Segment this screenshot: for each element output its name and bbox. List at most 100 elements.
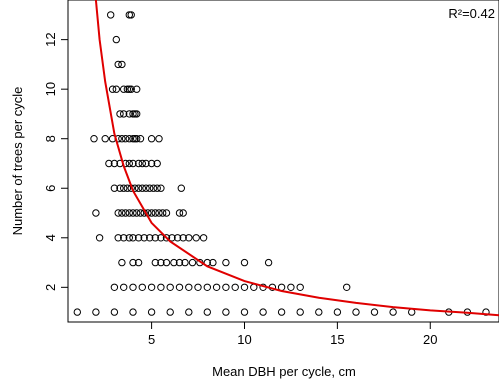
- data-point: [155, 209, 163, 217]
- data-point: [120, 110, 128, 118]
- data-point: [110, 159, 119, 168]
- data-point: [157, 234, 165, 242]
- x-tick-label: 10: [237, 332, 251, 347]
- data-point: [175, 283, 184, 291]
- data-point: [287, 283, 295, 291]
- data-point: [199, 234, 208, 242]
- data-point: [129, 234, 137, 242]
- y-axis-title: Number of trees per cycle: [10, 87, 25, 236]
- data-point: [110, 308, 119, 316]
- plot-frame: [67, 0, 499, 323]
- data-point: [120, 283, 128, 291]
- data-point: [296, 283, 304, 291]
- data-point: [120, 234, 128, 242]
- data-point: [277, 308, 286, 316]
- x-axis-ticks: 5 10 15 20: [148, 322, 437, 347]
- data-point: [133, 135, 141, 143]
- data-point: [149, 184, 158, 192]
- data-point: [108, 85, 117, 93]
- data-point: [296, 308, 304, 316]
- data-point: [259, 308, 267, 316]
- data-point: [107, 11, 115, 19]
- data-point: [153, 184, 161, 192]
- data-point: [315, 308, 323, 316]
- data-point: [116, 184, 124, 192]
- fit-curve: [94, 0, 499, 317]
- data-point: [203, 283, 212, 291]
- data-point: [240, 258, 249, 267]
- y-tick-label: 6: [43, 185, 58, 192]
- data-point: [147, 159, 156, 168]
- data-point: [129, 159, 137, 168]
- data-point: [129, 110, 137, 118]
- data-point: [185, 308, 193, 316]
- data-point: [125, 159, 134, 168]
- data-point: [188, 258, 197, 267]
- data-point: [118, 60, 126, 69]
- data-point: [129, 135, 137, 143]
- data-point: [157, 184, 165, 192]
- data-point: [222, 283, 230, 291]
- data-point: [157, 283, 165, 291]
- y-axis-ticks: 2 4 6 8 10 12: [43, 32, 68, 291]
- data-point: [352, 308, 360, 316]
- data-point: [170, 258, 178, 267]
- data-point: [209, 258, 217, 267]
- data-point: [134, 159, 143, 168]
- y-tick-label: 4: [43, 234, 58, 241]
- data-point: [138, 159, 147, 168]
- data-point: [125, 11, 134, 19]
- data-point: [92, 308, 100, 316]
- data-point: [101, 135, 109, 143]
- data-point: [168, 234, 176, 242]
- data-point: [118, 209, 126, 217]
- data-point: [142, 159, 150, 168]
- data-point: [112, 35, 121, 44]
- data-point: [166, 283, 174, 291]
- data-point: [92, 209, 100, 217]
- data-point: [177, 184, 186, 192]
- data-point: [389, 308, 397, 316]
- x-tick-label: 5: [148, 332, 155, 347]
- data-point: [203, 308, 212, 316]
- data-point: [142, 184, 150, 192]
- data-point: [125, 110, 134, 118]
- y-tick-label: 12: [43, 32, 58, 46]
- r-squared-annotation: R²=0.42: [448, 6, 495, 21]
- data-point: [118, 135, 126, 143]
- data-point: [482, 308, 490, 316]
- data-point: [129, 283, 137, 291]
- data-point: [153, 159, 161, 168]
- data-point: [212, 283, 221, 291]
- data-point: [125, 135, 134, 143]
- data-point: [114, 209, 122, 217]
- data-point: [123, 184, 132, 192]
- data-point: [147, 283, 156, 291]
- data-point: [146, 234, 154, 242]
- data-point: [140, 234, 148, 242]
- data-point: [147, 135, 156, 143]
- data-point: [162, 234, 171, 242]
- data-point: [194, 283, 202, 291]
- data-point: [133, 85, 141, 93]
- data-point: [134, 184, 143, 192]
- data-point: [231, 283, 239, 291]
- y-tick-label: 8: [43, 135, 58, 142]
- x-tick-label: 20: [423, 332, 437, 347]
- data-point: [123, 85, 132, 93]
- data-point: [129, 308, 137, 316]
- data-point: [120, 85, 128, 93]
- data-point: [110, 283, 119, 291]
- y-tick-label: 10: [43, 82, 58, 96]
- data-point: [185, 283, 193, 291]
- data-point: [179, 209, 187, 217]
- data-point: [157, 258, 165, 267]
- data-point: [112, 85, 121, 93]
- data-point: [110, 184, 119, 192]
- data-point: [185, 234, 193, 242]
- data-point: [134, 234, 143, 242]
- data-point: [116, 110, 124, 118]
- data-point: [175, 209, 184, 217]
- data-point: [146, 184, 154, 192]
